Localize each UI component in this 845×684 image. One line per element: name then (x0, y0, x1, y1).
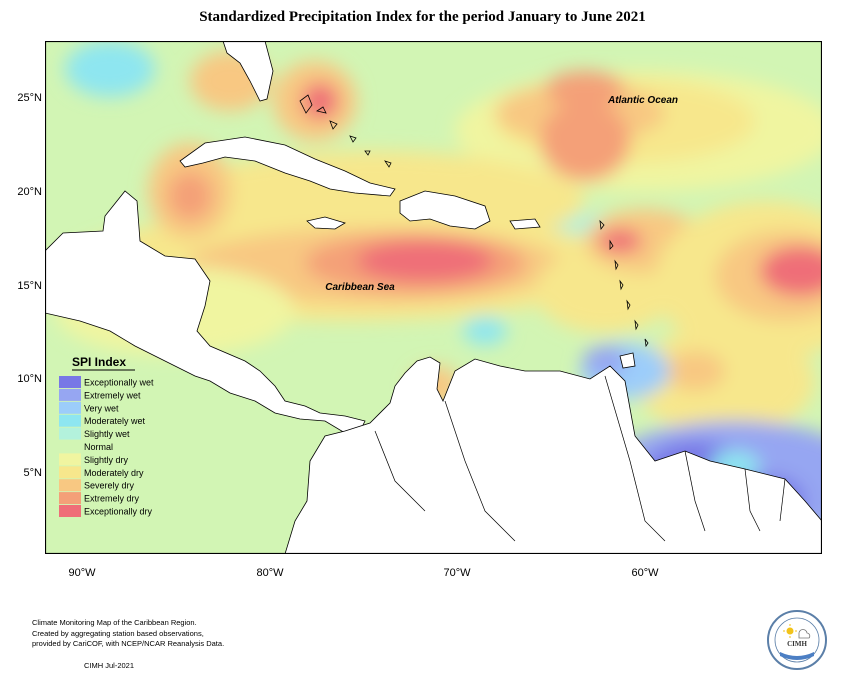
footer-line-1: Climate Monitoring Map of the Caribbean … (32, 618, 197, 627)
legend-swatch (59, 466, 81, 479)
central-america (45, 190, 366, 434)
legend-label: Extremely dry (84, 494, 140, 504)
jamaica (306, 216, 346, 230)
lat-tick-10n: 10°N (17, 373, 42, 385)
cuba (179, 136, 396, 197)
legend-swatch (59, 427, 81, 440)
lon-tick-70w: 70°W (443, 567, 471, 579)
spi-legend: SPI Index Exceptionally wet Extremely wet… (59, 355, 154, 517)
south-america (284, 356, 822, 554)
legend-label: Slightly wet (84, 429, 130, 439)
legend-label: Normal (84, 442, 113, 452)
hispaniola (399, 190, 491, 230)
ocean-label-atlantic: Atlantic Ocean (607, 95, 678, 106)
legend-swatch (59, 376, 81, 388)
spi-anomaly-field (55, 41, 822, 541)
trinidad (619, 352, 636, 369)
lon-tick-90w: 90°W (68, 567, 96, 579)
legend-label: Very wet (84, 403, 119, 413)
legend-swatch (59, 479, 81, 492)
legend-label: Exceptionally dry (84, 507, 153, 517)
legend-label: Moderately dry (84, 468, 144, 478)
legend-title: SPI Index (72, 355, 126, 369)
land-masses (45, 41, 822, 554)
logo-text: CIMH (787, 640, 807, 648)
lon-tick-60w: 60°W (631, 567, 659, 579)
legend-label: Exceptionally wet (84, 378, 154, 388)
spi-map-canvas: Atlantic Ocean Caribbean Sea SPI Index E… (45, 41, 822, 554)
map-frame (45, 41, 822, 554)
legend-label: Moderately wet (84, 416, 146, 426)
florida (222, 41, 274, 102)
lat-tick-25n: 25°N (17, 92, 42, 104)
lat-tick-5n: 5°N (23, 467, 42, 479)
legend-swatch (59, 401, 81, 414)
map-footer: Climate Monitoring Map of the Caribbean … (32, 618, 224, 671)
cimh-sun-cloud-logo-icon: CIMH (767, 610, 827, 670)
legend-label: Slightly dry (84, 455, 129, 465)
lat-tick-20n: 20°N (17, 186, 42, 198)
country-borders (374, 375, 786, 542)
map-title: Standardized Precipitation Index for the… (199, 9, 646, 25)
legend-swatch (59, 414, 81, 427)
spi-map: Atlantic Ocean Caribbean Sea SPI Index E… (45, 41, 822, 554)
small-islands (299, 94, 649, 348)
legend-label: Extremely wet (84, 390, 141, 400)
legend-swatch (59, 453, 81, 466)
footer-line-2: Created by aggregating station based obs… (32, 628, 204, 638)
legend-swatch (59, 492, 81, 505)
legend-items: Exceptionally wet Extremely wet Very wet Mo… (59, 376, 154, 517)
legend-swatch (59, 505, 81, 517)
footer-date: CIMH Jul-2021 (84, 660, 135, 670)
lon-tick-80w: 80°W (256, 567, 284, 579)
legend-swatch (59, 440, 81, 453)
legend-label: Severely dry (84, 481, 135, 491)
puerto-rico (509, 218, 541, 230)
ocean-label-caribbean: Caribbean Sea (325, 282, 395, 293)
lat-tick-15n: 15°N (17, 280, 42, 292)
legend-swatch (59, 388, 81, 401)
footer-line-3: provided by CariCOF, with NCEP/NCAR Rean… (32, 639, 225, 648)
